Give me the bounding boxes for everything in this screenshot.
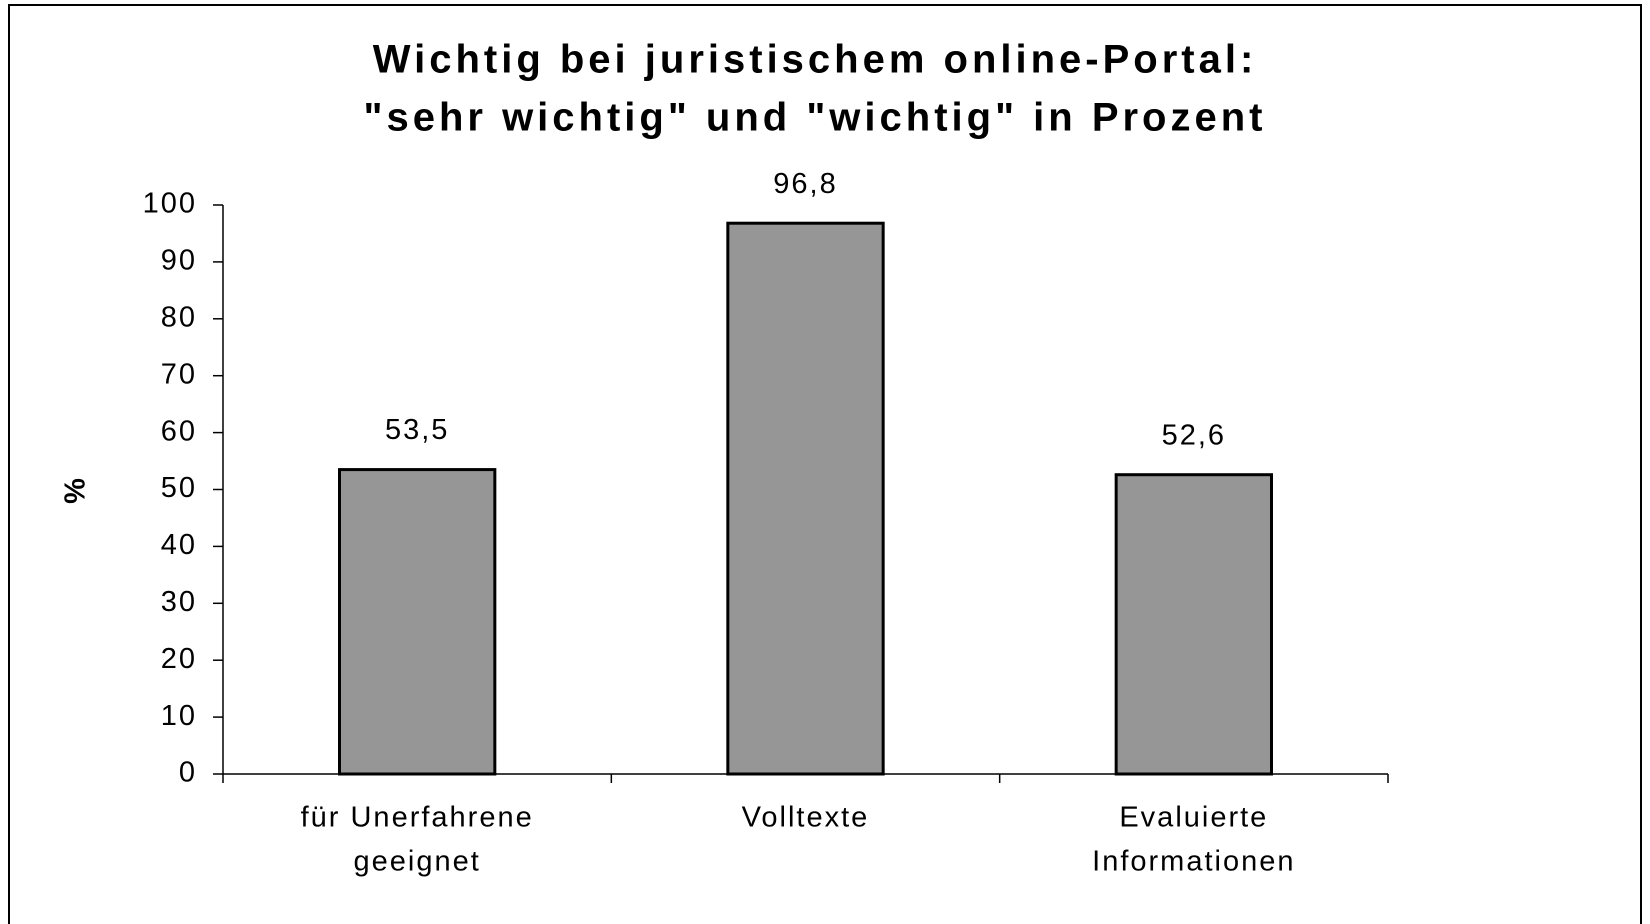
bar [1114, 473, 1273, 776]
y-tick-label: 40 [161, 529, 197, 561]
chart-title: Wichtig bei juristischem online-Portal: [373, 38, 1258, 82]
y-tick-label: 100 [143, 188, 197, 220]
y-tick-label: 70 [161, 358, 197, 390]
y-tick-label: 20 [161, 643, 197, 675]
x-tick-label: geeignet [354, 846, 481, 878]
y-tick-label: 80 [161, 301, 197, 333]
x-tick-label: Volltexte [742, 802, 870, 834]
x-tick-label: Informationen [1092, 846, 1295, 878]
frame [8, 4, 1642, 924]
y-tick-label: 90 [161, 245, 197, 277]
y-tick-label: 30 [161, 586, 197, 618]
data-label: 96,8 [773, 168, 837, 200]
chart-title: "sehr wichtig" und "wichtig" in Prozent [364, 96, 1267, 140]
y-tick-label: 50 [161, 472, 197, 504]
bar [338, 468, 497, 776]
y-tick-label: 60 [161, 415, 197, 447]
data-label: 52,6 [1162, 419, 1226, 451]
y-tick-label: 10 [161, 700, 197, 732]
bar [726, 221, 885, 776]
x-tick-label: für Unerfahrene [301, 802, 534, 834]
y-axis-label: % [60, 476, 92, 504]
data-label: 53,5 [385, 414, 449, 446]
x-tick-label: Evaluierte [1119, 802, 1268, 834]
y-tick-label: 0 [179, 757, 197, 789]
